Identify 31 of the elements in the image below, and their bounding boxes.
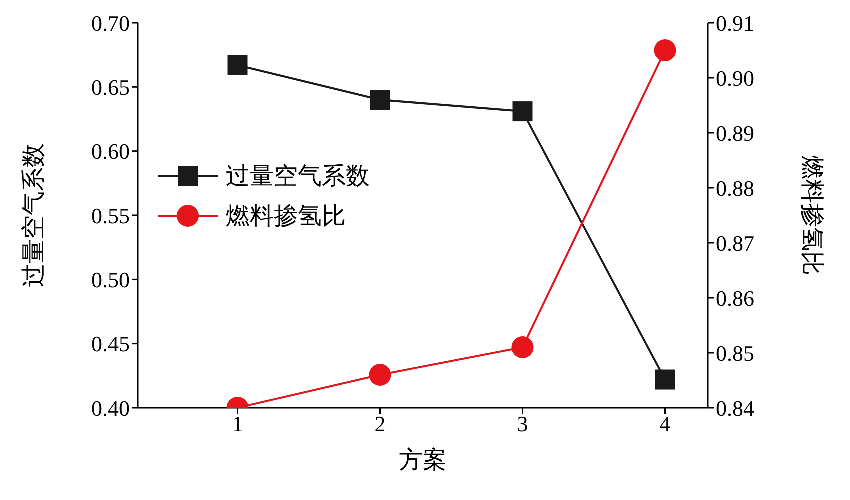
y-tick-label: 0.45 bbox=[92, 332, 130, 357]
y2-tick-label: 0.87 bbox=[716, 230, 754, 256]
y2-tick-label: 0.86 bbox=[716, 286, 754, 311]
y2-tick-label: 0.91 bbox=[716, 10, 754, 36]
point bbox=[369, 364, 392, 386]
x-tick-label: 3 bbox=[517, 412, 528, 437]
x-axis-title: 方案 bbox=[399, 447, 447, 474]
point bbox=[228, 55, 248, 76]
legend-label: 过量空气系数 bbox=[226, 162, 370, 192]
y2-tick-label: 0.88 bbox=[716, 176, 754, 201]
point bbox=[512, 336, 534, 358]
y-tick-label: 0.60 bbox=[92, 139, 130, 164]
x-tick-label: 4 bbox=[660, 412, 671, 437]
x-tick-label: 1 bbox=[232, 412, 244, 437]
y-tick-label: 0.70 bbox=[92, 10, 130, 36]
y2-tick-label: 0.84 bbox=[716, 396, 754, 421]
point bbox=[512, 102, 533, 122]
point bbox=[654, 40, 676, 62]
legend-label: 燃料掺氢比 bbox=[226, 203, 346, 232]
y2-tick-label: 0.85 bbox=[716, 340, 754, 366]
y2-tick-label: 0.89 bbox=[716, 120, 754, 146]
y-axis-title: 过量空气系数 bbox=[20, 144, 48, 288]
y-tick-label: 0.40 bbox=[92, 396, 130, 421]
y2-tick-label: 0.90 bbox=[716, 66, 754, 91]
point bbox=[655, 370, 676, 390]
x-tick-label: 2 bbox=[374, 412, 386, 437]
y2-axis-title: 燃料掺氢比 bbox=[798, 156, 824, 276]
point bbox=[370, 90, 390, 110]
y-tick-label: 0.65 bbox=[92, 74, 130, 100]
y-tick-label: 0.50 bbox=[92, 267, 130, 292]
y-tick-label: 0.55 bbox=[92, 203, 130, 228]
